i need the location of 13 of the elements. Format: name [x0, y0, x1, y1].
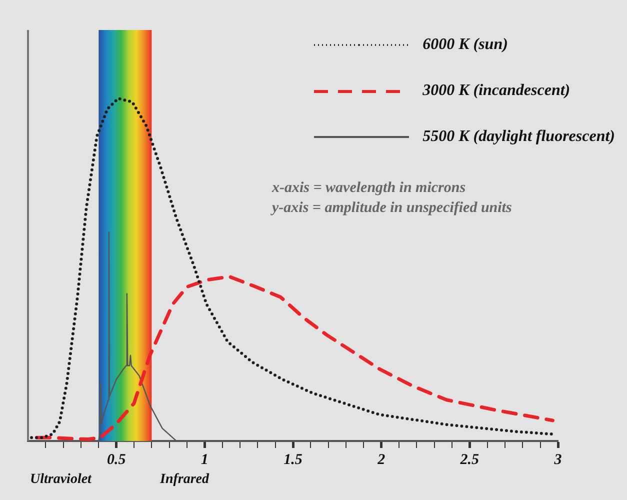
text: Ultraviolet	[30, 472, 92, 488]
x-tick-label: 1	[200, 452, 208, 468]
annotation: x-axis = wavelength in microns	[272, 179, 467, 198]
x-tick-label: 2	[376, 452, 386, 468]
x-tick-label: 2.5	[459, 452, 480, 468]
legend-label: 5500 K (daylight fluorescent)	[422, 128, 615, 146]
legend-label: 3000 K (incandescent)	[422, 82, 570, 100]
legend-label: 6000 K (sun)	[422, 36, 508, 54]
x-tick-label: 1.5	[284, 452, 303, 468]
annotation: y-axis = amplitude in unspecified units	[272, 199, 512, 218]
x-tick-label: 3	[553, 452, 562, 468]
text: Infrared	[160, 472, 210, 488]
x-tick-label: 0.5	[106, 452, 126, 468]
